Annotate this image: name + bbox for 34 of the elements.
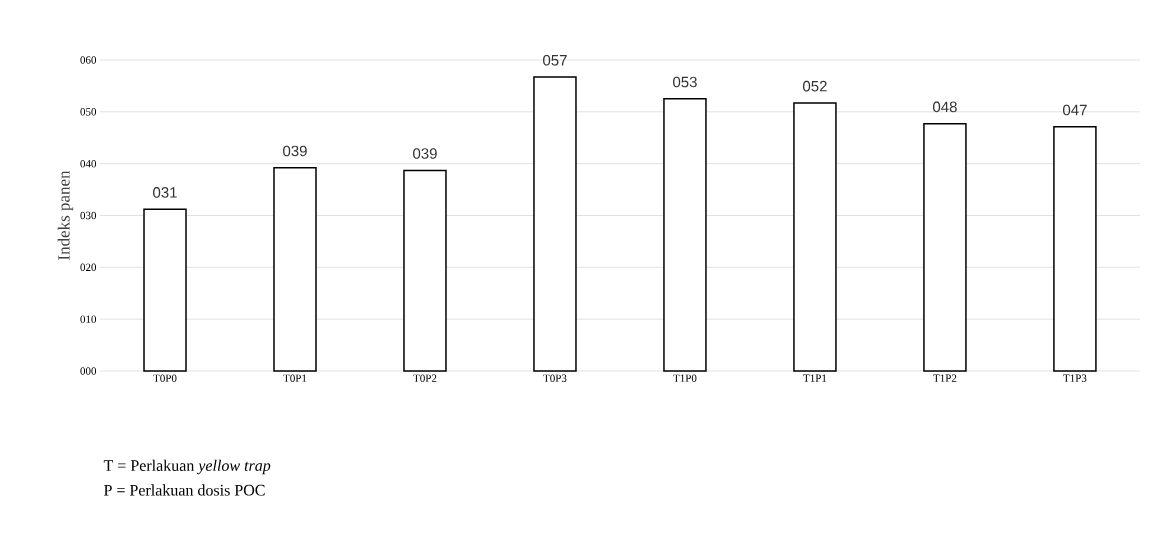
bar: [533, 76, 577, 372]
bar: [1053, 126, 1097, 372]
x-tick-label: T1P0: [673, 374, 697, 382]
data-label: 048: [933, 101, 957, 113]
y-axis-title: Indeks panen: [57, 170, 74, 260]
data-label: 047: [1062, 104, 1087, 116]
x-tick-label: T0P3: [543, 374, 567, 382]
data-label: 053: [673, 76, 697, 88]
x-tick-label: T1P1: [803, 374, 827, 382]
y-tick-label: 030: [80, 211, 97, 220]
x-tick-label: T0P1: [283, 374, 307, 382]
y-tick-label: 060: [80, 56, 97, 64]
bar: [793, 102, 837, 372]
y-tick-label: 010: [80, 315, 97, 323]
y-tick-label: 020: [80, 263, 97, 272]
x-tick-label: T1P3: [1063, 374, 1087, 382]
y-tick-label: 040: [80, 159, 97, 168]
y-tick-label: 000: [80, 367, 97, 375]
data-label: 039: [413, 148, 437, 159]
x-tick-label: T1P2: [933, 374, 957, 382]
y-tick-label: 050: [80, 108, 97, 116]
bar: [273, 167, 317, 372]
bar: [143, 208, 187, 372]
data-label: 039: [283, 145, 307, 157]
x-tick-label: T0P0: [153, 374, 177, 382]
text: T = Perlakuan yellow trap: [103, 459, 271, 475]
text: P = Perlakuan dosis POC: [104, 484, 265, 496]
bar: [403, 169, 447, 372]
data-label: 031: [153, 187, 177, 198]
x-tick-label: T0P2: [413, 374, 437, 382]
bar: [663, 98, 707, 372]
bar: [923, 123, 967, 372]
data-label: 052: [803, 80, 827, 92]
data-label: 057: [543, 54, 567, 66]
